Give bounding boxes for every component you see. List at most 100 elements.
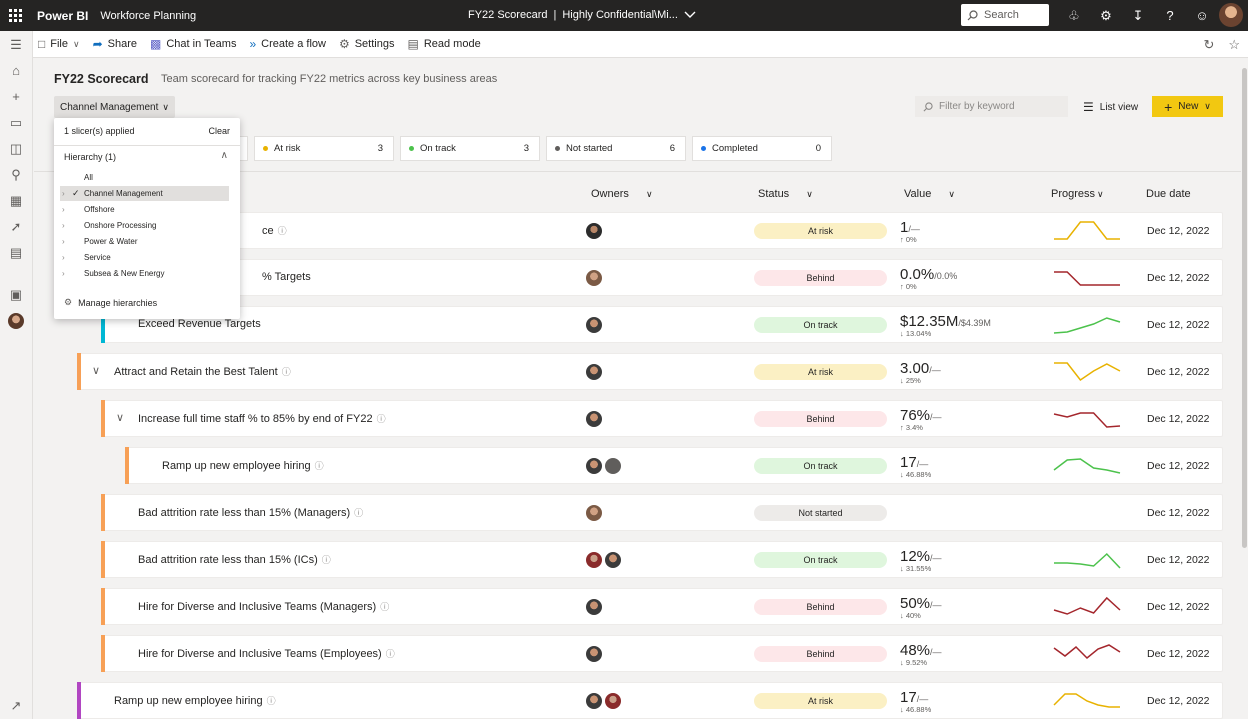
row-value[interactable]: 1/— ↑ 0% xyxy=(900,219,920,244)
learn-icon[interactable]: ▤ xyxy=(9,245,23,260)
slicer-item-offshore[interactable]: › Offshore xyxy=(60,202,229,217)
slicer-item-all[interactable]: All xyxy=(60,170,229,185)
info-icon[interactable]: ⓘ xyxy=(321,555,331,565)
avatar[interactable] xyxy=(605,552,621,568)
avatar[interactable] xyxy=(586,317,602,333)
progress-sparkline[interactable] xyxy=(1052,219,1122,243)
avatar[interactable] xyxy=(605,693,621,709)
status-badge[interactable]: Behind xyxy=(754,270,887,286)
chevron-right-icon[interactable]: › xyxy=(62,253,65,262)
table-row[interactable]: Exceed Revenue Targets On track $12.35M/… xyxy=(101,306,1223,343)
chevron-right-icon[interactable]: › xyxy=(62,269,65,278)
progress-sparkline[interactable] xyxy=(1052,454,1122,478)
chevron-down-icon[interactable]: ∨ xyxy=(92,365,101,377)
column-header-progress[interactable]: Progress ∨ xyxy=(1051,188,1104,200)
status-badge[interactable]: Behind xyxy=(754,599,887,615)
file-menu[interactable]: □ File ∨ xyxy=(38,37,80,51)
settings-button[interactable]: ⚙ Settings xyxy=(339,37,395,51)
slicer-item-channel-management[interactable]: › ✓ Channel Management xyxy=(60,186,229,201)
row-name[interactable]: Ramp up new employee hiring ⓘ xyxy=(114,694,276,707)
table-row[interactable]: Ramp up new employee hiring ⓘ On track 17… xyxy=(125,447,1223,484)
avatar[interactable] xyxy=(586,599,602,615)
goals-icon[interactable]: ⚲ xyxy=(11,167,21,182)
table-row[interactable]: Bad attrition rate less than 15% (ICs) ⓘ … xyxy=(101,541,1223,578)
row-value[interactable]: 17/— ↓ 46.88% xyxy=(900,689,931,714)
progress-sparkline[interactable] xyxy=(1052,360,1122,384)
table-row[interactable]: Ramp up new employee hiring ⓘ At risk 17/… xyxy=(77,682,1223,719)
progress-sparkline[interactable] xyxy=(1052,313,1122,337)
row-name[interactable]: Increase full time staff % to 85% by end… xyxy=(138,412,386,425)
row-name[interactable]: Hire for Diverse and Inclusive Teams (Em… xyxy=(138,647,395,660)
status-badge[interactable]: Behind xyxy=(754,411,887,427)
refresh-icon[interactable]: ↻ xyxy=(1203,37,1215,52)
avatar[interactable] xyxy=(586,552,602,568)
avatar[interactable] xyxy=(586,364,602,380)
status-badge[interactable]: On track xyxy=(754,458,887,474)
favorite-icon[interactable]: ☆ xyxy=(1228,37,1240,52)
vertical-scrollbar[interactable] xyxy=(1241,58,1248,719)
column-header-status[interactable]: Status ∨ xyxy=(758,188,813,200)
search-box[interactable]: Search xyxy=(961,4,1049,26)
progress-sparkline[interactable] xyxy=(1052,642,1122,666)
chevron-right-icon[interactable]: › xyxy=(62,237,65,246)
row-value[interactable]: 17/— ↓ 46.88% xyxy=(900,454,931,479)
table-row[interactable]: Hire for Diverse and Inclusive Teams (Em… xyxy=(101,635,1223,672)
table-row[interactable]: ∨ Increase full time staff % to 85% by e… xyxy=(101,400,1223,437)
row-name[interactable]: % Targets xyxy=(262,271,311,283)
slicer-button[interactable]: Channel Management ∨ xyxy=(54,96,175,118)
slicer-item-onshore-processing[interactable]: › Onshore Processing xyxy=(60,218,229,233)
bell-icon[interactable]: ♧ xyxy=(1068,7,1080,23)
row-value[interactable]: $12.35M/$4.39M ↓ 13.04% xyxy=(900,313,991,338)
info-icon[interactable]: ⓘ xyxy=(385,649,395,659)
new-button[interactable]: + New ∨ xyxy=(1152,96,1223,117)
row-name[interactable]: Attract and Retain the Best Talent ⓘ xyxy=(114,365,291,378)
create-icon[interactable]: + xyxy=(12,89,20,104)
brand-name[interactable]: Power BI xyxy=(37,8,89,23)
clear-button[interactable]: Clear xyxy=(208,126,230,136)
scrollbar-thumb[interactable] xyxy=(1242,68,1247,548)
avatar[interactable] xyxy=(586,646,602,662)
info-icon[interactable]: ⓘ xyxy=(354,508,364,518)
row-value[interactable]: 12%/— ↓ 31.55% xyxy=(900,548,942,573)
row-value[interactable]: 3.00/— ↓ 25% xyxy=(900,360,941,385)
create-flow-button[interactable]: » Create a flow xyxy=(249,37,326,51)
row-name[interactable]: Hire for Diverse and Inclusive Teams (Ma… xyxy=(138,600,389,613)
progress-sparkline[interactable] xyxy=(1052,548,1122,572)
status-badge[interactable]: On track xyxy=(754,552,887,568)
deployment-icon[interactable]: ➚ xyxy=(10,219,22,234)
status-badge[interactable]: At risk xyxy=(754,693,887,709)
table-row[interactable]: Bad attrition rate less than 15% (Manage… xyxy=(101,494,1223,531)
table-row[interactable]: % Targets Behind 0.0%/0.0% ↑ 0% Dec 12, 2… xyxy=(78,259,1223,296)
workspaces-icon[interactable]: ▣ xyxy=(9,287,23,302)
chip-completed[interactable]: Completed 0 xyxy=(692,136,832,161)
info-icon[interactable]: ⓘ xyxy=(281,367,291,377)
chip-at-risk[interactable]: At risk 3 xyxy=(254,136,394,161)
info-icon[interactable]: ⓘ xyxy=(266,696,276,706)
info-icon[interactable]: ⓘ xyxy=(277,226,287,236)
download-icon[interactable]: ↧ xyxy=(1132,7,1144,23)
row-name[interactable]: Bad attrition rate less than 15% (Manage… xyxy=(138,506,363,519)
avatar[interactable] xyxy=(586,505,602,521)
home-icon[interactable]: ⌂ xyxy=(12,63,20,78)
row-value[interactable]: 76%/— ↑ 3.4% xyxy=(900,407,942,432)
status-badge[interactable]: Not started xyxy=(754,505,887,521)
datahub-icon[interactable]: ◫ xyxy=(9,141,23,156)
help-icon[interactable]: ? xyxy=(1166,8,1174,23)
table-row[interactable]: Hire for Diverse and Inclusive Teams (Ma… xyxy=(101,588,1223,625)
row-value[interactable]: 48%/— ↓ 9.52% xyxy=(900,642,942,667)
avatar[interactable] xyxy=(586,223,602,239)
expand-icon[interactable]: ↗ xyxy=(10,698,22,713)
chip-not-started[interactable]: Not started 6 xyxy=(546,136,686,161)
chevron-right-icon[interactable]: › xyxy=(62,189,65,198)
info-icon[interactable]: ⓘ xyxy=(314,461,324,471)
avatar[interactable] xyxy=(586,458,602,474)
status-badge[interactable]: At risk xyxy=(754,223,887,239)
progress-sparkline[interactable] xyxy=(1052,689,1122,713)
avatar[interactable] xyxy=(586,411,602,427)
chevron-up-icon[interactable]: ∧ xyxy=(220,150,228,161)
slicer-item-power-water[interactable]: › Power & Water xyxy=(60,234,229,249)
avatar[interactable] xyxy=(586,693,602,709)
column-header-owners[interactable]: Owners ∨ xyxy=(591,188,653,200)
row-name[interactable]: ce ⓘ xyxy=(262,224,287,237)
slicer-item-service[interactable]: › Service xyxy=(60,250,229,265)
